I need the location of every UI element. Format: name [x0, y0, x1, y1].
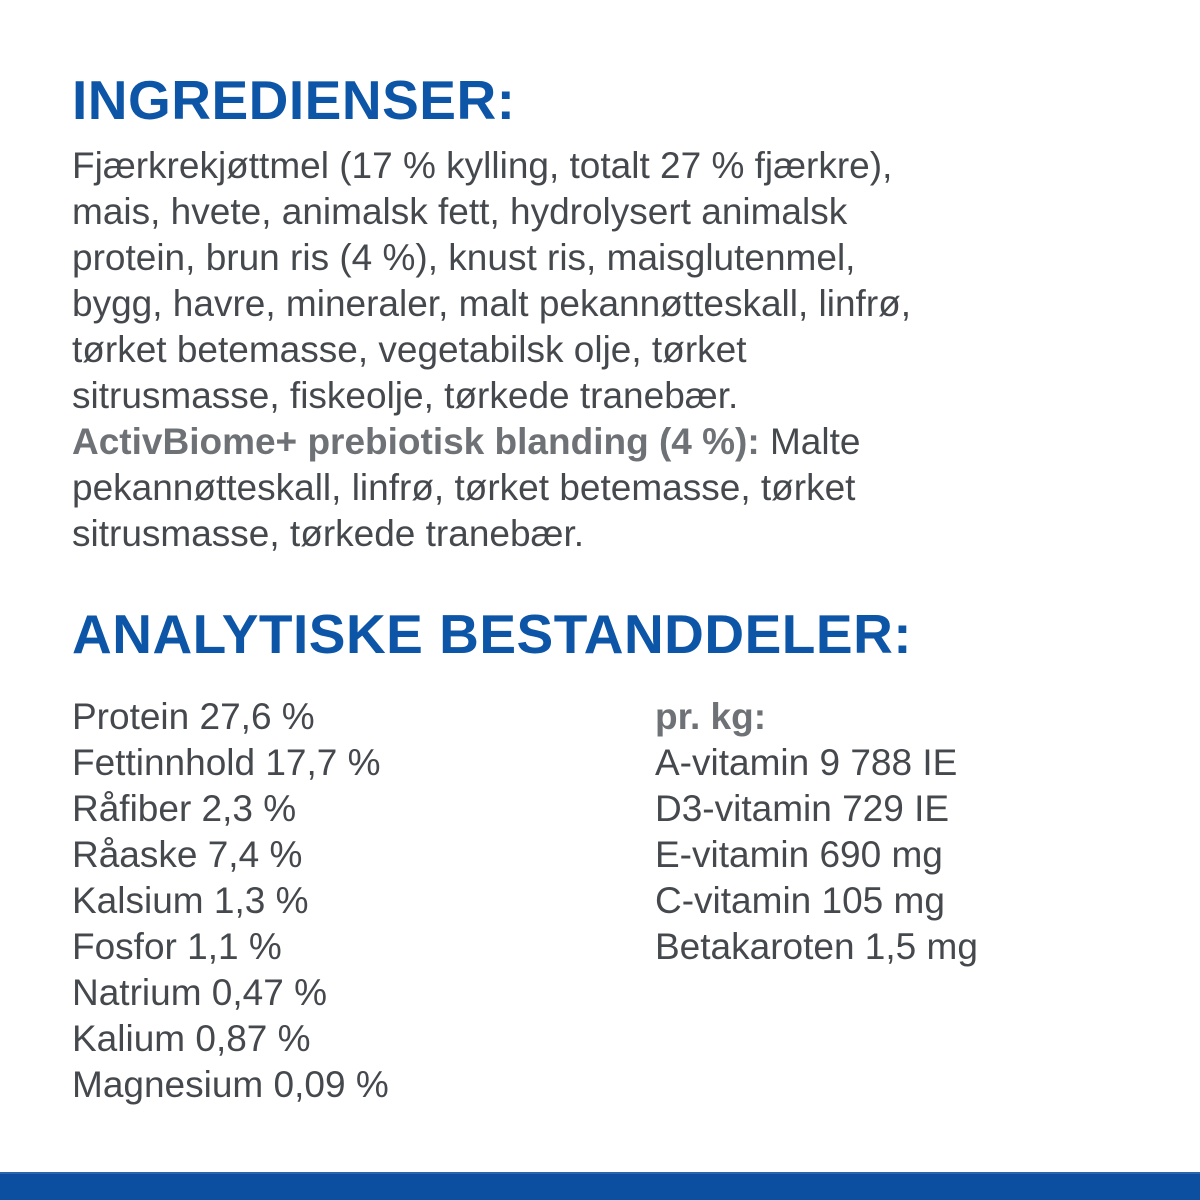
activbiome-rest: Malte — [759, 421, 861, 462]
ingredients-heading: INGREDIENSER: — [72, 69, 516, 131]
ingredients-line: tørket betemasse, vegetabilsk olje, tørk… — [72, 329, 747, 370]
analysis-row: Magnesium 0,09 % — [72, 1064, 389, 1105]
ingredients-line: sitrusmasse, fiskeolje, tørkede tranebær… — [72, 375, 739, 416]
analysis-row: Fosfor 1,1 % — [72, 926, 282, 967]
analysis-row: Fettinnhold 17,7 % — [72, 742, 381, 783]
activbiome-line: sitrusmasse, tørkede tranebær. — [72, 513, 585, 554]
ingredients-line: Fjærkrekjøttmel (17 % kylling, totalt 27… — [72, 145, 893, 186]
bottom-brand-bar — [0, 1172, 1200, 1200]
analysis-row: D3-vitamin 729 IE — [655, 788, 950, 829]
analysis-row: Råaske 7,4 % — [72, 834, 303, 875]
activbiome-line: ActivBiome+ prebiotisk blanding (4 %): M… — [72, 419, 911, 465]
ingredients-paragraph: Fjærkrekjøttmel (17 % kylling, totalt 27… — [72, 143, 911, 557]
analysis-right-column: pr. kg: A-vitamin 9 788 IE D3-vitamin 72… — [655, 694, 978, 970]
analysis-row: Betakaroten 1,5 mg — [655, 926, 978, 967]
analysis-row: Natrium 0,47 % — [72, 972, 327, 1013]
ingredients-line: bygg, havre, mineraler, malt pekannøttes… — [72, 283, 912, 324]
analysis-row: Råfiber 2,3 % — [72, 788, 297, 829]
per-kg-header: pr. kg: — [655, 696, 767, 737]
analysis-row: A-vitamin 9 788 IE — [655, 742, 958, 783]
analysis-row: Kalium 0,87 % — [72, 1018, 311, 1059]
activbiome-line: pekannøtteskall, linfrø, tørket betemass… — [72, 467, 856, 508]
analysis-heading: ANALYTISKE BESTANDDELER: — [72, 603, 913, 665]
ingredients-line: protein, brun ris (4 %), knust ris, mais… — [72, 237, 856, 278]
analysis-row: E-vitamin 690 mg — [655, 834, 943, 875]
activbiome-bold-lead: ActivBiome+ prebiotisk blanding (4 %): — [72, 421, 760, 462]
analysis-row: Kalsium 1,3 % — [72, 880, 309, 921]
analysis-row: C-vitamin 105 mg — [655, 880, 945, 921]
analysis-left-column: Protein 27,6 % Fettinnhold 17,7 % Råfibe… — [72, 694, 389, 1108]
analysis-row: Protein 27,6 % — [72, 696, 315, 737]
ingredients-line: mais, hvete, animalsk fett, hydrolysert … — [72, 191, 848, 232]
